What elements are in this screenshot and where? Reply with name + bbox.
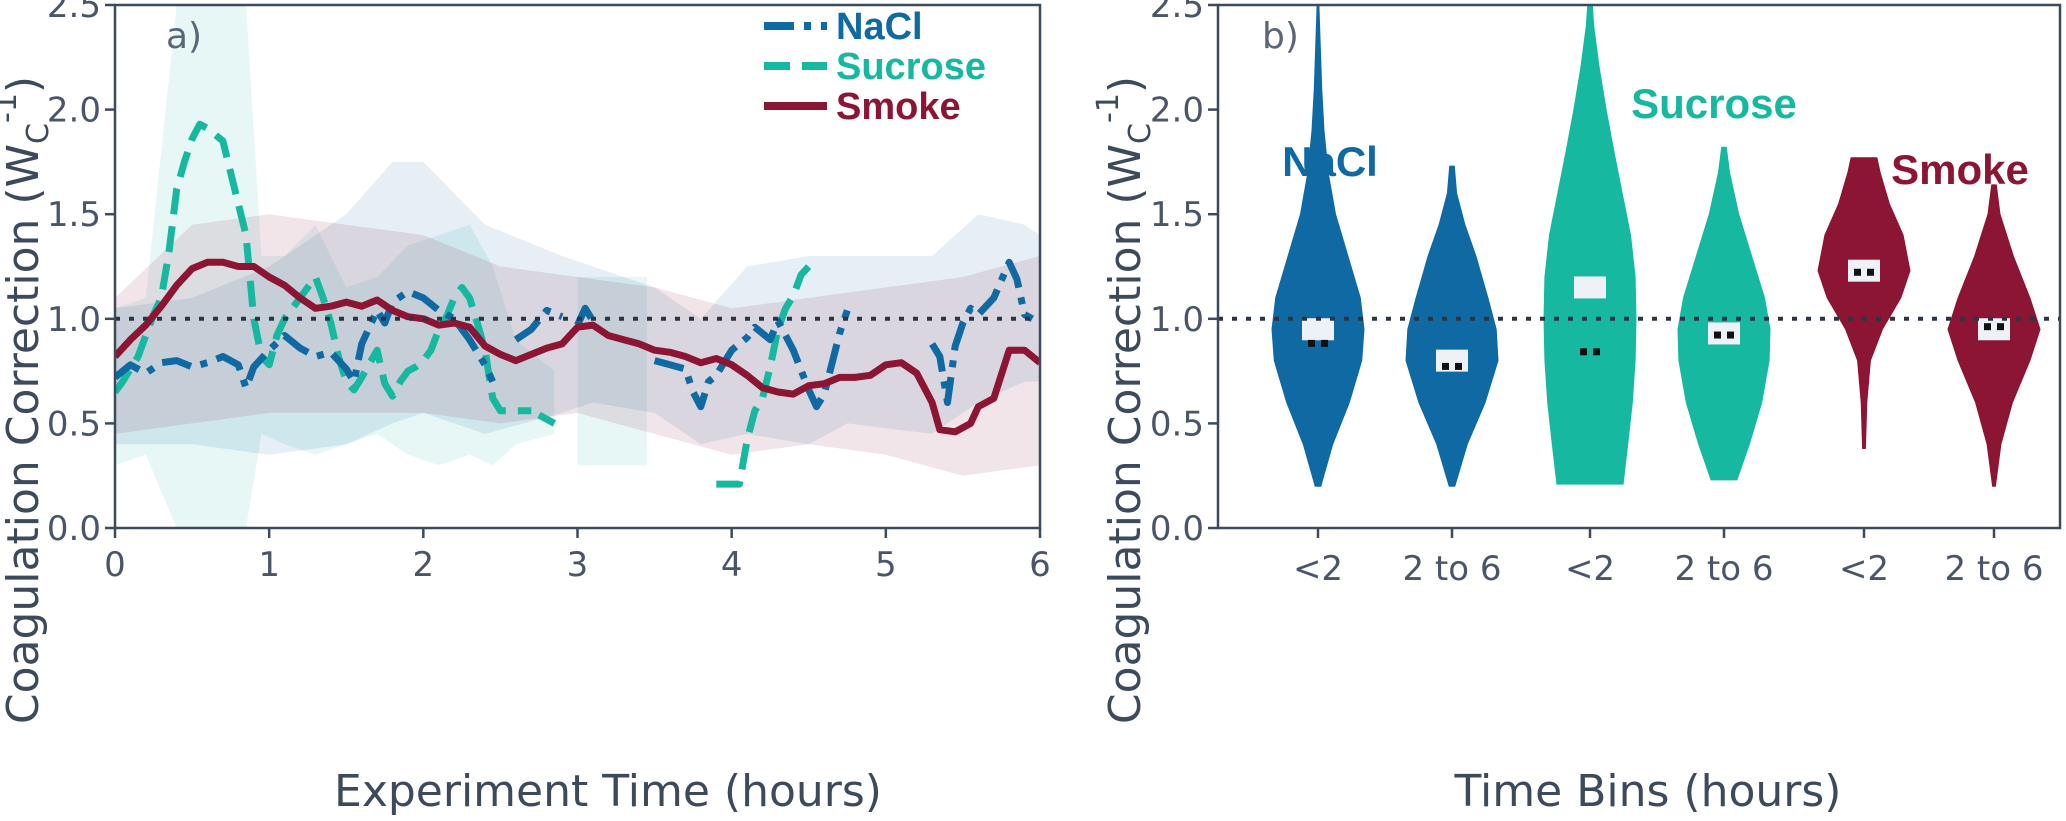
violin-median-box [1574,276,1606,299]
panel-b-violin-chart: <2 2 to 6 <2 2 to 6 <2 2 to 6 0.0 0.5 1.0 1.5 2.0 2… [1091,0,2062,817]
a-y-axis-title: Coagulation Correction (WC-1) [0,76,56,724]
b-plot-frame [1216,3,2062,530]
b-violins [1271,5,2041,487]
b-y-tick-label: 1.5 [1150,195,1204,235]
b-y-axis-title-sub: C [1123,123,1158,144]
a-y-tick-label: 2.5 [47,0,101,26]
legend-label-nacl: NaCl [836,6,923,48]
b-x-tick-label: <2 [1293,549,1343,589]
violin-mean-marker [1321,339,1328,347]
violin-mean-marker [1455,362,1462,370]
b-x-tick-label: 2 to 6 [1944,549,2043,589]
legend-label-sucrose: Sucrose [836,46,986,88]
violin-nacl-lt2 [1271,5,1365,487]
b-y-axis-title-close: ) [1100,76,1151,93]
a-y-tick-label: 2.0 [47,91,101,131]
b-x-tick-label: <2 [1565,549,1615,589]
a-y-axis-title-sub: C [21,123,56,144]
series-line-sucrose-1 [537,411,557,427]
b-x-axis-title: Time Bins (hours) [1454,766,1842,817]
violin-smoke-lt2 [1817,157,1911,449]
a-y-tick-label: 1.0 [47,300,101,340]
b-y-axis-title-sup: -1 [1091,93,1126,123]
violin-mean-marker [1593,348,1600,356]
violin-nacl-2to6 [1405,165,1499,487]
violin-mean-marker [1854,268,1861,276]
violin-sucrose-lt2 [1543,5,1637,485]
violin-mean-marker [1997,323,2004,331]
violin-mean-marker [1442,362,1449,370]
b-group-labels: NaCl Sucrose Smoke [1282,80,2029,193]
violin-median-box [1708,322,1740,345]
violin-mean-marker [1308,339,1315,347]
violin-median-box [1978,318,2010,341]
range-band-sucrose-0 [115,5,555,528]
a-y-tick-label: 0.0 [47,509,101,549]
a-shaded-ranges [115,5,1040,528]
b-y-tick-label: 1.0 [1150,300,1204,340]
a-x-axis-title: Experiment Time (hours) [334,766,882,817]
violin-mean-marker [1714,331,1721,339]
b-axes: <2 2 to 6 <2 2 to 6 <2 2 to 6 0.0 0.5 1.0 1.5 2.0 2… [1150,0,2062,589]
a-y-axis-title-main: Coagulation Correction (W [0,144,49,724]
range-band-nacl-2 [115,161,1040,455]
b-x-tick-label: 2 to 6 [1674,549,1773,589]
a-x-tick-label: 6 [1029,545,1051,585]
violin-median-box [1436,349,1468,372]
violin-mean-marker [1727,331,1734,339]
series-line-nacl-0 [115,288,496,392]
panel-a-line-chart: 0 1 2 3 4 5 6 0.0 0.5 1.0 1.5 2.0 2.5 a) NaClSucrose… [0,0,1051,817]
a-x-tick-label: 0 [104,545,126,585]
a-x-tick-label: 2 [413,545,435,585]
legend-label-smoke: Smoke [836,86,961,128]
violin-median-box [1848,259,1880,282]
b-x-tick-label: 2 to 6 [1402,549,1501,589]
b-y-tick-label: 2.0 [1150,91,1204,131]
series-line-nacl-3 [653,309,851,411]
panel-label-a: a) [166,16,202,57]
a-axes: 0 1 2 3 4 5 6 0.0 0.5 1.0 1.5 2.0 2.5 [47,0,1051,585]
violin-group-label-sucrose: Sucrose [1631,80,1797,127]
b-y-tick-label: 0.0 [1150,509,1204,549]
violin-mean-marker [1984,323,1991,331]
a-x-tick-label: 5 [875,545,897,585]
a-y-tick-label: 1.5 [47,195,101,235]
violin-mean-marker [1867,268,1874,276]
range-band-smoke-3 [115,214,1040,476]
violin-median-box [1302,318,1334,341]
a-x-tick-label: 4 [721,545,743,585]
b-y-axis-title-main: Coagulation Correction (W [1100,144,1151,724]
violin-mean-marker [1580,348,1587,356]
violin-sucrose-2to6 [1677,146,1771,481]
b-x-tick-label: <2 [1839,549,1889,589]
b-y-tick-label: 2.5 [1150,0,1204,26]
a-y-axis-title-close: ) [0,76,49,93]
b-y-tick-label: 0.5 [1150,404,1204,444]
panel-label-b: b) [1262,16,1299,57]
series-line-nacl-1 [513,306,564,343]
a-y-tick-label: 0.5 [47,404,101,444]
a-y-axis-title-sup: -1 [0,93,24,123]
a-series-lines [115,120,1040,488]
violin-group-label-nacl: NaCl [1282,138,1378,185]
series-line-smoke-0 [115,258,1040,436]
b-y-axis-title: Coagulation Correction (WC-1) [1091,76,1158,724]
series-line-nacl-4 [929,258,1034,406]
series-line-sucrose-0 [115,120,532,415]
a-x-tick-label: 3 [567,545,589,585]
series-line-sucrose-2 [716,263,818,488]
violin-group-label-smoke: Smoke [1891,146,2029,193]
a-x-tick-label: 1 [258,545,280,585]
